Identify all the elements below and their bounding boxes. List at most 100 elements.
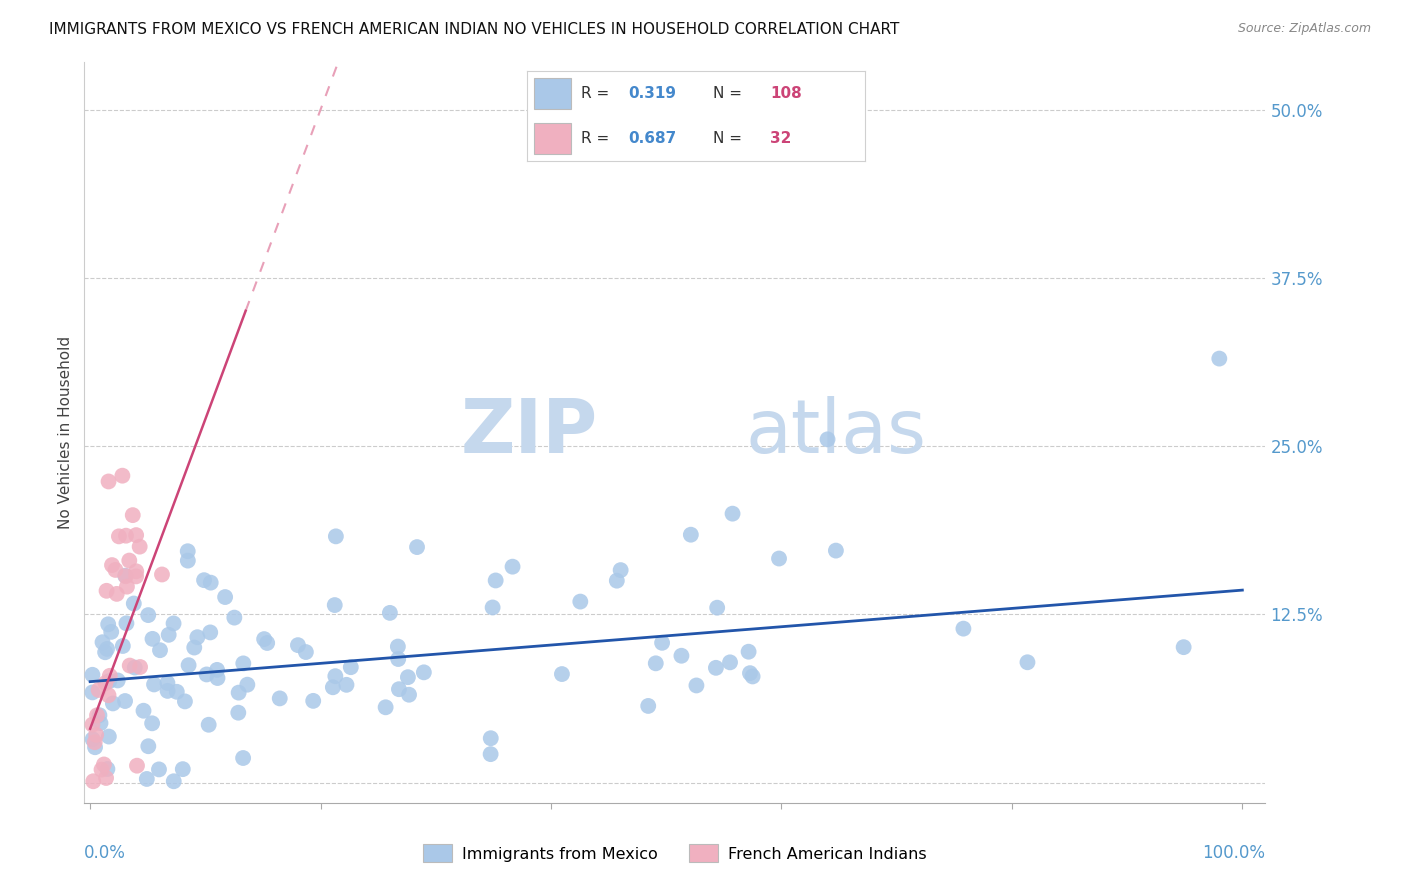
Point: [232, 657, 254, 671]
Point: [97, 475, 120, 489]
Point: [135, 772, 157, 786]
Text: 0.319: 0.319: [628, 87, 676, 101]
Point: [96, 583, 118, 598]
Point: [141, 632, 163, 646]
Point: [84, 740, 107, 755]
Point: [502, 559, 524, 574]
Point: [228, 685, 250, 699]
Point: [114, 568, 136, 582]
Text: IMMIGRANTS FROM MEXICO VS FRENCH AMERICAN INDIAN NO VEHICLES IN HOUSEHOLD CORREL: IMMIGRANTS FROM MEXICO VS FRENCH AMERICA…: [49, 22, 900, 37]
Point: [718, 656, 741, 670]
Point: [1208, 351, 1230, 366]
Point: [89, 716, 111, 731]
Point: [481, 600, 503, 615]
Text: Source: ZipAtlas.com: Source: ZipAtlas.com: [1237, 22, 1371, 36]
Text: 100.0%: 100.0%: [1202, 844, 1265, 862]
Point: [150, 567, 173, 582]
Point: [125, 528, 148, 542]
Point: [98, 669, 121, 683]
Point: [129, 660, 152, 674]
Point: [768, 551, 790, 566]
Point: [97, 730, 120, 744]
Point: [396, 670, 419, 684]
Point: [388, 682, 411, 697]
Point: [174, 694, 197, 708]
Point: [287, 638, 309, 652]
Point: [412, 665, 434, 680]
Point: [82, 667, 104, 681]
Point: [183, 640, 205, 655]
Point: [98, 674, 121, 689]
Point: [143, 677, 166, 691]
Point: [706, 600, 728, 615]
Point: [679, 527, 702, 541]
Point: [86, 708, 108, 723]
Point: [82, 732, 104, 747]
Point: [125, 758, 148, 772]
Point: [177, 658, 200, 673]
Point: [606, 574, 628, 588]
Point: [90, 763, 112, 777]
Point: [322, 680, 344, 694]
Point: [325, 529, 347, 543]
Point: [269, 691, 291, 706]
Text: N =: N =: [713, 87, 747, 101]
Point: [157, 628, 180, 642]
Point: [94, 771, 117, 785]
Point: [295, 645, 318, 659]
Point: [83, 735, 105, 749]
Text: 108: 108: [770, 87, 801, 101]
Point: [101, 697, 124, 711]
Point: [177, 553, 200, 567]
Point: [115, 529, 138, 543]
Point: [132, 704, 155, 718]
Point: [214, 590, 236, 604]
Point: [398, 688, 420, 702]
Point: [825, 543, 848, 558]
Point: [256, 636, 278, 650]
Text: R =: R =: [581, 131, 614, 145]
Point: [1173, 640, 1195, 655]
Point: [952, 622, 974, 636]
Point: [186, 630, 208, 644]
Point: [644, 657, 666, 671]
Point: [96, 762, 118, 776]
Point: [671, 648, 693, 663]
Text: ZIP: ZIP: [461, 396, 598, 469]
Point: [94, 645, 117, 659]
Point: [651, 636, 673, 650]
Point: [125, 564, 148, 578]
Point: [325, 669, 347, 683]
Point: [156, 676, 179, 690]
Point: [172, 762, 194, 776]
Point: [253, 632, 276, 646]
Point: [177, 544, 200, 558]
Point: [111, 639, 134, 653]
Point: [84, 728, 107, 742]
Point: [149, 643, 172, 657]
Point: [737, 645, 759, 659]
Text: N =: N =: [713, 131, 747, 145]
Point: [156, 684, 179, 698]
Point: [226, 706, 249, 720]
Point: [193, 573, 215, 587]
Point: [163, 774, 186, 789]
Point: [551, 667, 574, 681]
Point: [162, 616, 184, 631]
Point: [101, 558, 124, 573]
Text: 32: 32: [770, 131, 792, 145]
Point: [115, 569, 138, 583]
Text: R =: R =: [581, 87, 614, 101]
Point: [82, 774, 104, 789]
Point: [136, 608, 159, 623]
Text: 0.0%: 0.0%: [84, 844, 127, 862]
Point: [93, 757, 115, 772]
Point: [335, 678, 357, 692]
FancyBboxPatch shape: [534, 123, 571, 153]
Point: [148, 763, 170, 777]
Point: [302, 694, 325, 708]
Point: [124, 660, 146, 674]
Point: [387, 640, 409, 654]
Point: [97, 617, 120, 632]
Point: [378, 606, 401, 620]
